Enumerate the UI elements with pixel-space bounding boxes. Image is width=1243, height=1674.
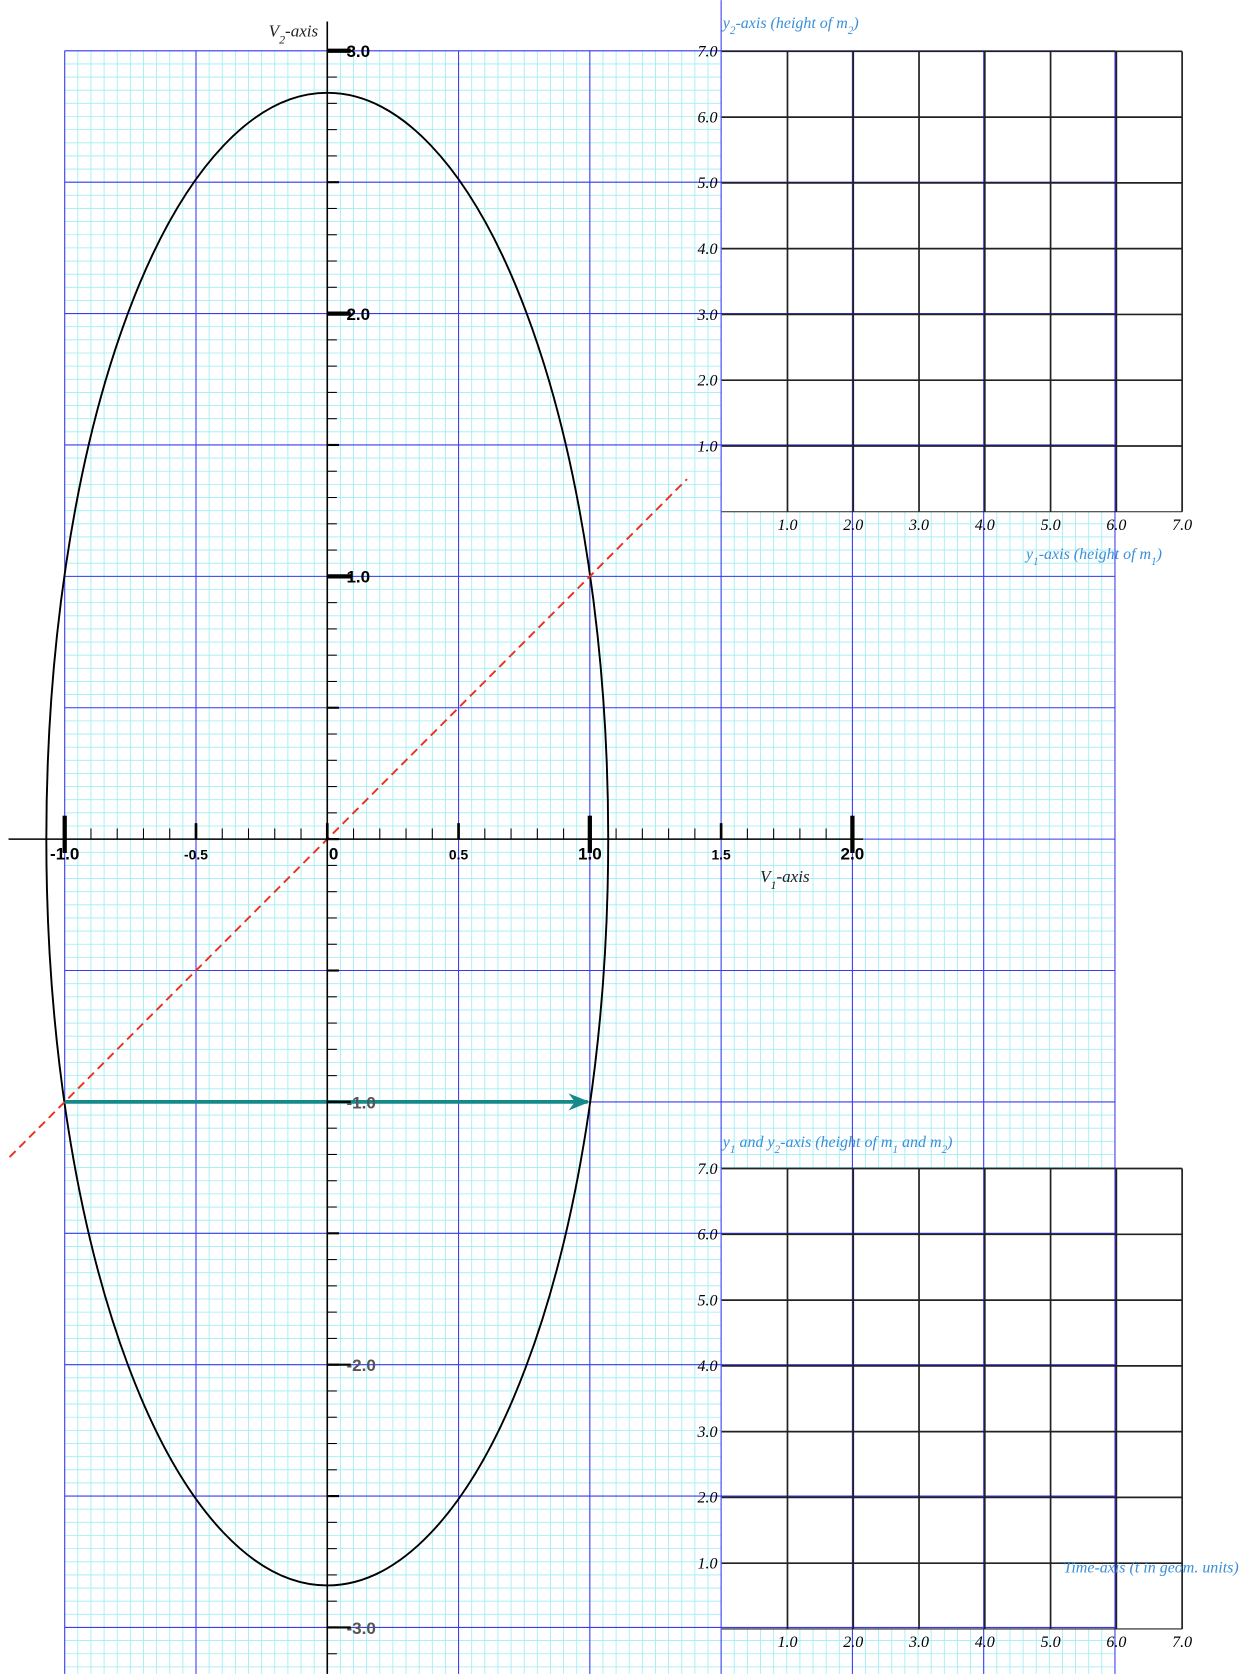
dashed-line xyxy=(8,478,688,1158)
x-tick-label: 5.0 xyxy=(1041,517,1061,534)
y-tick-label: 1.0 xyxy=(697,1556,717,1573)
axis-title: y1-axis (height of m1) xyxy=(1024,546,1162,568)
y-tick-label: 2.0 xyxy=(346,305,370,324)
y-tick-label: -3.0 xyxy=(346,1619,375,1638)
axis-title: V1-axis xyxy=(760,867,810,892)
x-tick-label: 1.5 xyxy=(711,846,731,862)
subscript: 1 xyxy=(771,878,777,892)
title-text: and m xyxy=(898,1134,942,1151)
y-tick-label: 5.0 xyxy=(697,1292,717,1309)
title-text: -axis (height of m xyxy=(735,15,847,32)
y-tick-label: 2.0 xyxy=(697,373,717,390)
title-text: y xyxy=(721,1134,731,1151)
subscript: 2 xyxy=(942,1144,948,1156)
x-tick-label: 4.0 xyxy=(975,517,995,534)
y-tick-label: -2.0 xyxy=(346,1356,375,1375)
x-tick-label: 1.0 xyxy=(777,1634,797,1651)
y-tick-label: 3.0 xyxy=(346,42,370,61)
x-tick-label: 7.0 xyxy=(1172,517,1192,534)
x-tick-label: -0.5 xyxy=(184,846,208,862)
y-tick-label: 1.0 xyxy=(697,438,717,455)
x-tick-label: 7.0 xyxy=(1172,1634,1192,1651)
title-text: ) xyxy=(946,1134,952,1151)
x-tick-label: 1.0 xyxy=(777,517,797,534)
x-tick-label: 0.5 xyxy=(449,846,469,862)
title-text: ) xyxy=(1156,546,1162,563)
y-tick-label: 7.0 xyxy=(697,44,717,61)
subscript: 2 xyxy=(848,25,854,37)
x-tick-label: 1.0 xyxy=(578,844,602,863)
axis-title: V2-axis xyxy=(269,21,319,46)
x-tick-label: 4.0 xyxy=(975,1634,995,1651)
title-text: and y xyxy=(735,1134,775,1151)
y-tick-label: 5.0 xyxy=(697,175,717,192)
title-text: V xyxy=(760,867,773,886)
x-tick-label: 0 xyxy=(329,844,338,863)
y-tick-label: 3.0 xyxy=(696,307,717,324)
y-tick-label: 3.0 xyxy=(696,1424,717,1441)
axis-title: Time-axis (t in geom. units) xyxy=(1063,1560,1238,1577)
subscript: 2 xyxy=(279,32,285,46)
x-tick-label: 2.0 xyxy=(843,1634,863,1651)
x-tick-label: 3.0 xyxy=(908,1634,929,1651)
x-tick-label: 3.0 xyxy=(908,517,929,534)
subscript: 2 xyxy=(730,25,736,37)
y-tick-label: 6.0 xyxy=(697,109,717,126)
title-text: -axis (height of m xyxy=(1039,546,1151,563)
y-tick-label: 2.0 xyxy=(697,1490,717,1507)
y-tick-label: 4.0 xyxy=(697,1358,717,1375)
title-text: -axis xyxy=(776,867,810,886)
axis-title: y1 and y2-axis (height of m1 and m2) xyxy=(721,1134,953,1156)
title-text: V xyxy=(269,21,282,40)
y-tick-label: 7.0 xyxy=(697,1161,717,1178)
x-tick-label: 6.0 xyxy=(1106,1634,1126,1651)
title-text: -axis (height of m xyxy=(780,1134,892,1151)
x-tick-label: -1.0 xyxy=(50,844,79,863)
title-text: y xyxy=(1024,546,1034,563)
title-text: ) xyxy=(852,15,858,32)
x-tick-label: 2.0 xyxy=(841,844,865,863)
y-tick-label: 1.0 xyxy=(346,568,370,587)
y-tick-label: 4.0 xyxy=(697,241,717,258)
plot-background xyxy=(721,51,1183,512)
axis-title: y2-axis (height of m2) xyxy=(721,15,859,37)
subscript: 1 xyxy=(1033,556,1039,568)
title-text: y xyxy=(721,15,731,32)
subscript: 2 xyxy=(775,1144,781,1156)
y-tick-label: -1.0 xyxy=(346,1093,375,1112)
x-tick-label: 2.0 xyxy=(843,517,863,534)
y-tick-label: 6.0 xyxy=(697,1227,717,1244)
subscript: 1 xyxy=(730,1144,736,1156)
subscript: 1 xyxy=(1151,556,1157,568)
x-tick-label: 6.0 xyxy=(1106,517,1126,534)
x-tick-label: 5.0 xyxy=(1041,1634,1061,1651)
plot-background xyxy=(721,1168,1183,1629)
subscript: 1 xyxy=(892,1144,898,1156)
title-text: -axis xyxy=(285,21,319,40)
